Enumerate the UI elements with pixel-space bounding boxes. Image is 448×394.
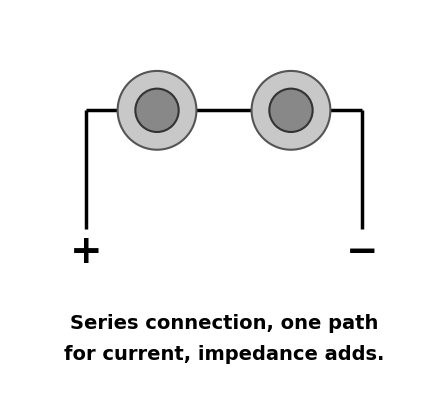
Circle shape: [252, 71, 330, 150]
Text: for current, impedance adds.: for current, impedance adds.: [64, 345, 384, 364]
Text: Series connection, one path: Series connection, one path: [70, 314, 378, 333]
Text: +: +: [70, 233, 103, 271]
Circle shape: [269, 89, 313, 132]
Text: −: −: [345, 233, 378, 271]
Circle shape: [118, 71, 196, 150]
Circle shape: [135, 89, 179, 132]
